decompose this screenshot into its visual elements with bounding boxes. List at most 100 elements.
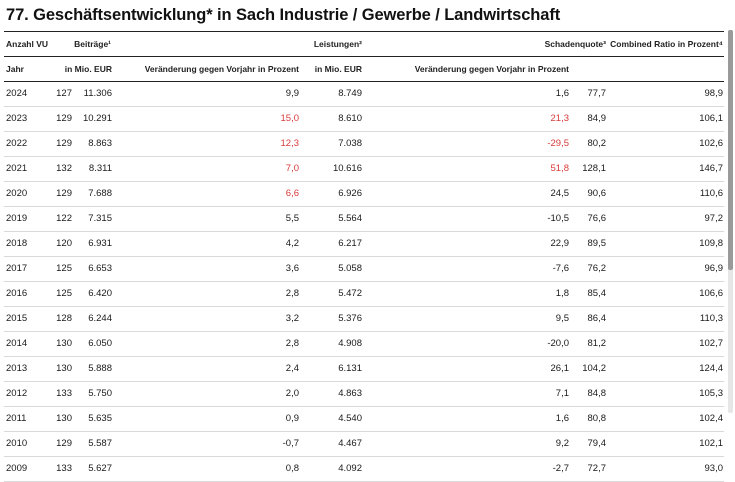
- cell-schadenquote: 80,8: [587, 413, 607, 424]
- cell-beitraege-change: 15,0: [280, 113, 300, 124]
- cell-jahr: 2024: [6, 88, 28, 99]
- cell-combined-ratio: 106,6: [699, 288, 723, 299]
- table-row: 2023 129 10.291 15,0 8.610 21,3 84,9 106,1: [4, 107, 724, 132]
- table-row: 2018 120 6.931 4,2 6.217 22,9 89,5 109,8: [4, 232, 724, 257]
- cell-beitraege-change: 2,4: [285, 363, 299, 374]
- cell-schadenquote: 80,2: [587, 138, 607, 149]
- header-schadenquote: Schadenquote³: [544, 39, 606, 49]
- cell-jahr: 2010: [6, 438, 28, 449]
- header-leistungen: Leistungen²: [313, 39, 362, 49]
- cell-anzahl-vu: 129: [56, 138, 72, 149]
- cell-anzahl-vu: 120: [56, 238, 72, 249]
- subheader-leistungen-unit: in Mio. EUR: [314, 64, 362, 74]
- cell-jahr: 2013: [6, 363, 28, 374]
- subheader-leistungen-change: Veränderung gegen Vorjahr in Prozent: [414, 64, 569, 74]
- cell-beitraege-change: 2,8: [285, 338, 299, 349]
- cell-schadenquote: 86,4: [587, 313, 607, 324]
- cell-leistungen: 4.863: [338, 388, 362, 399]
- cell-leistungen: 5.472: [338, 288, 362, 299]
- table-row: 2024 127 11.306 9,9 8.749 1,6 77,7 98,9: [4, 82, 724, 107]
- cell-leistungen: 4.540: [338, 413, 362, 424]
- cell-anzahl-vu: 133: [56, 463, 72, 474]
- cell-leistungen: 6.926: [338, 188, 362, 199]
- cell-beitraege: 6.653: [88, 263, 112, 274]
- cell-jahr: 2021: [6, 163, 28, 174]
- cell-combined-ratio: 106,1: [699, 113, 723, 124]
- cell-jahr: 2012: [6, 388, 28, 399]
- data-table: Anzahl VU Beiträge¹ Leistungen² Schadenq…: [4, 31, 724, 482]
- cell-leistungen-change: 22,9: [550, 238, 570, 249]
- cell-combined-ratio: 102,4: [699, 413, 723, 424]
- cell-leistungen: 6.131: [338, 363, 362, 374]
- cell-combined-ratio: 110,6: [699, 188, 723, 199]
- cell-anzahl-vu: 130: [56, 338, 72, 349]
- cell-leistungen-change: -20,0: [547, 338, 569, 349]
- cell-schadenquote: 85,4: [587, 288, 607, 299]
- cell-leistungen-change: 24,5: [550, 188, 570, 199]
- table-row: 2012 133 5.750 2,0 4.863 7,1 84,8 105,3: [4, 382, 724, 407]
- cell-beitraege-change: 5,5: [285, 213, 299, 224]
- cell-beitraege: 6.931: [88, 238, 112, 249]
- cell-beitraege-change: 0,9: [285, 413, 299, 424]
- cell-leistungen: 10.616: [332, 163, 362, 174]
- cell-leistungen-change: 1,6: [555, 413, 569, 424]
- cell-combined-ratio: 98,9: [704, 88, 724, 99]
- vertical-scrollbar[interactable]: [728, 30, 733, 413]
- cell-anzahl-vu: 130: [56, 363, 72, 374]
- cell-jahr: 2009: [6, 463, 28, 474]
- header-anzahl-vu: Anzahl VU: [6, 39, 49, 49]
- cell-leistungen-change: 21,3: [550, 113, 570, 124]
- cell-beitraege: 8.863: [88, 138, 112, 149]
- cell-combined-ratio: 124,4: [699, 363, 723, 374]
- cell-jahr: 2022: [6, 138, 28, 149]
- cell-combined-ratio: 102,1: [699, 438, 723, 449]
- cell-beitraege-change: 2,8: [285, 288, 299, 299]
- cell-schadenquote: 76,6: [587, 213, 607, 224]
- cell-leistungen: 8.610: [338, 113, 362, 124]
- cell-beitraege-change: 12,3: [280, 138, 300, 149]
- table-row: 2016 125 6.420 2,8 5.472 1,8 85,4 106,6: [4, 282, 724, 307]
- cell-beitraege-change: 3,2: [285, 313, 299, 324]
- cell-leistungen-change: 9,2: [555, 438, 569, 449]
- table-row: 2022 129 8.863 12,3 7.038 -29,5 80,2 102,6: [4, 132, 724, 157]
- cell-combined-ratio: 96,9: [704, 263, 724, 274]
- cell-leistungen-change: 1,8: [555, 288, 569, 299]
- cell-anzahl-vu: 125: [56, 288, 72, 299]
- cell-leistungen: 4.467: [338, 438, 362, 449]
- cell-leistungen: 5.564: [338, 213, 362, 224]
- cell-jahr: 2017: [6, 263, 28, 274]
- cell-schadenquote: 128,1: [582, 163, 606, 174]
- cell-leistungen-change: 9,5: [555, 313, 569, 324]
- cell-beitraege: 7.315: [88, 213, 112, 224]
- cell-combined-ratio: 105,3: [699, 388, 723, 399]
- cell-schadenquote: 104,2: [582, 363, 606, 374]
- table-row: 2010 129 5.587 -0,7 4.467 9,2 79,4 102,1: [4, 432, 724, 457]
- cell-anzahl-vu: 129: [56, 188, 72, 199]
- cell-schadenquote: 84,9: [587, 113, 607, 124]
- cell-jahr: 2019: [6, 213, 28, 224]
- subheader-beitraege-unit: in Mio. EUR: [64, 64, 112, 74]
- cell-schadenquote: 89,5: [587, 238, 607, 249]
- cell-combined-ratio: 146,7: [699, 163, 723, 174]
- cell-leistungen: 7.038: [338, 138, 362, 149]
- cell-jahr: 2011: [6, 413, 27, 424]
- table-row: 2013 130 5.888 2,4 6.131 26,1 104,2 124,4: [4, 357, 724, 382]
- scrollbar-thumb[interactable]: [728, 30, 733, 270]
- table-row: 2009 133 5.627 0,8 4.092 -2,7 72,7 93,0: [4, 457, 724, 482]
- table-row: 2017 125 6.653 3,6 5.058 -7,6 76,2 96,9: [4, 257, 724, 282]
- cell-beitraege-change: -0,7: [282, 438, 299, 449]
- cell-leistungen-change: -2,7: [552, 463, 569, 474]
- table-row: 2014 130 6.050 2,8 4.908 -20,0 81,2 102,7: [4, 332, 724, 357]
- cell-jahr: 2023: [6, 113, 28, 124]
- cell-beitraege: 10.291: [82, 113, 112, 124]
- cell-beitraege: 7.688: [88, 188, 112, 199]
- cell-anzahl-vu: 125: [56, 263, 72, 274]
- table-subheader-row: Jahr in Mio. EUR Veränderung gegen Vorja…: [4, 57, 724, 82]
- table-row: 2015 128 6.244 3,2 5.376 9,5 86,4 110,3: [4, 307, 724, 332]
- cell-beitraege: 5.627: [88, 463, 112, 474]
- table-row: 2020 129 7.688 6,6 6.926 24,5 90,6 110,6: [4, 182, 724, 207]
- cell-leistungen-change: -29,5: [547, 138, 569, 149]
- cell-anzahl-vu: 133: [56, 388, 72, 399]
- cell-jahr: 2016: [6, 288, 28, 299]
- header-combined-ratio: Combined Ratio in Prozent⁴: [610, 39, 723, 49]
